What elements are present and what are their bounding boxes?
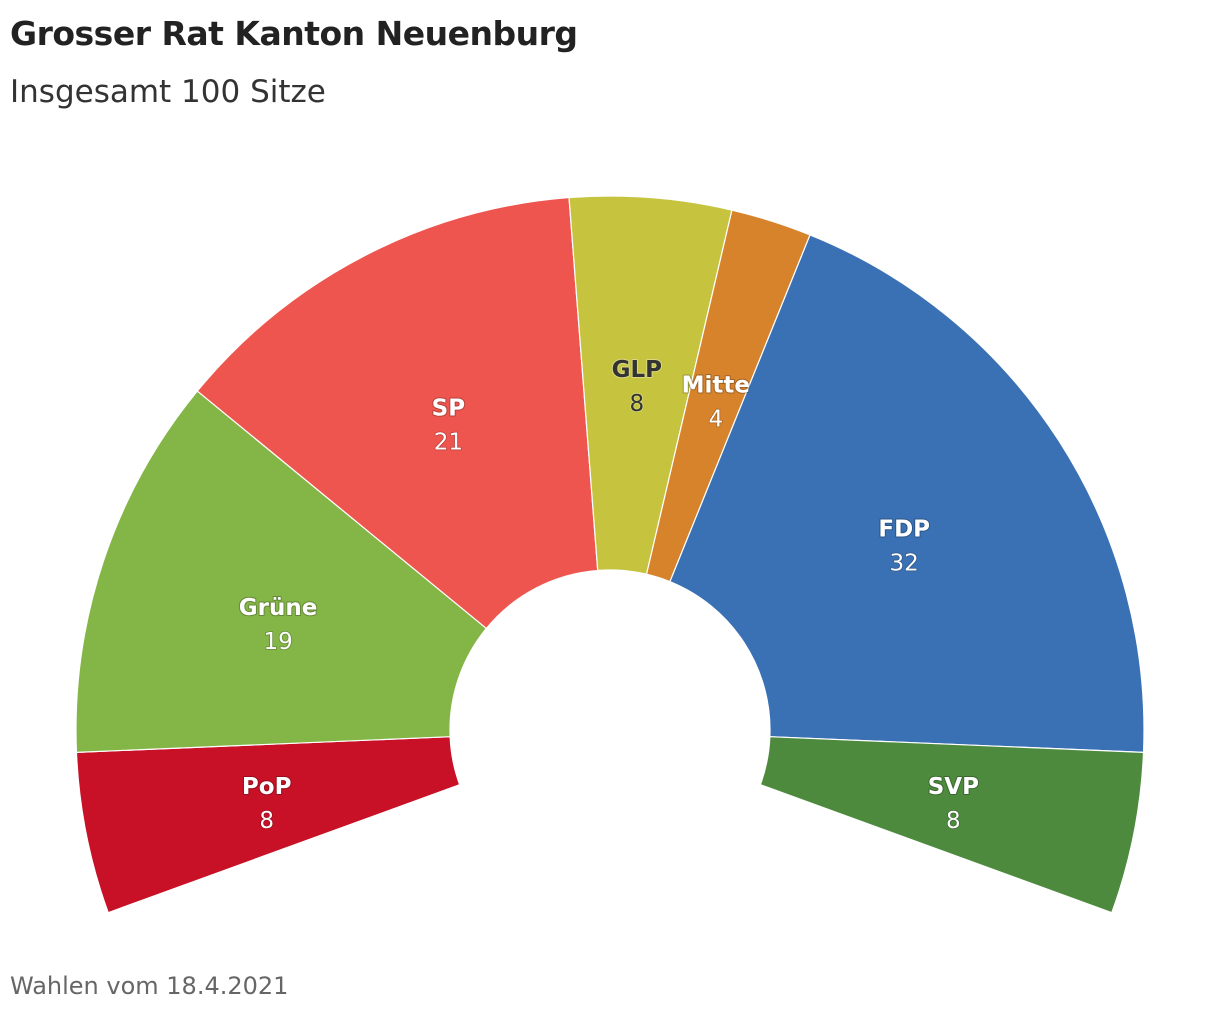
slice-svp[interactable] <box>759 736 1145 914</box>
slices-group <box>75 195 1145 914</box>
label-name-gruene: Grüne <box>239 595 318 621</box>
chart-subtitle: Insgesamt 100 Sitze <box>10 74 326 110</box>
chart-title: Grosser Rat Kanton Neuenburg <box>10 14 578 53</box>
slice-gruene[interactable] <box>75 390 488 753</box>
label-value-gruene: 19 <box>263 629 292 655</box>
label-value-sp: 21 <box>434 430 463 456</box>
label-name-pop: PoP <box>242 774 292 800</box>
label-name-fdp: FDP <box>878 516 930 542</box>
label-value-pop: 8 <box>259 808 274 834</box>
labels-group: PoP 8 Grüne 19 SP 21 GLP 8 Mitte 4 FDP 32 SVP 8 <box>238 356 980 835</box>
label-name-glp: GLP <box>612 357 662 383</box>
label-value-mitte: 4 <box>709 406 724 432</box>
slice-fdp[interactable] <box>669 234 1145 753</box>
label-name-sp: SP <box>432 396 465 422</box>
label-name-svp: SVP <box>928 774 979 800</box>
label-value-glp: 8 <box>630 391 645 417</box>
label-name-mitte: Mitte <box>682 372 750 398</box>
label-value-fdp: 32 <box>890 550 919 576</box>
label-value-svp: 8 <box>946 808 961 834</box>
slice-sp[interactable] <box>196 196 599 630</box>
election-date-note: Wahlen vom 18.4.2021 <box>10 972 289 1000</box>
